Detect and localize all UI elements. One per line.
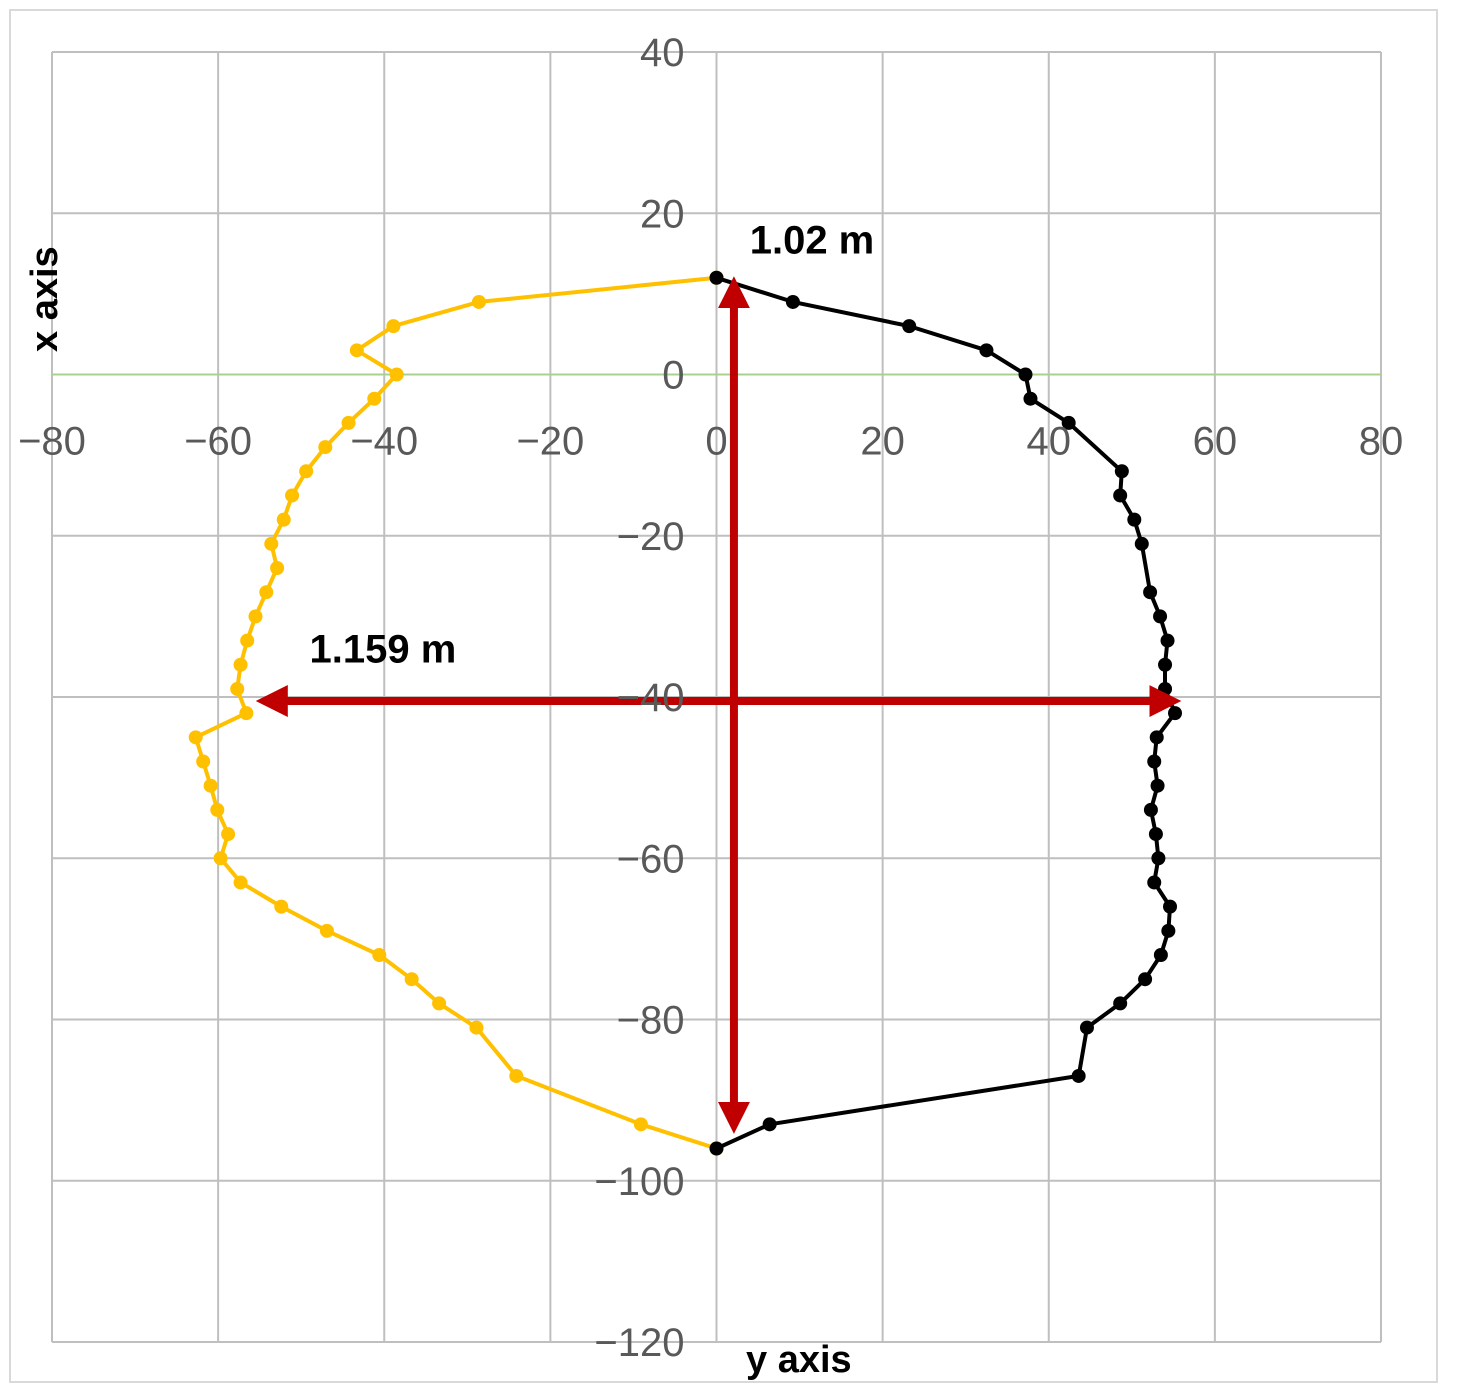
data-point: [274, 899, 289, 914]
data-point: [230, 681, 245, 696]
annotations: 1.02 m 1.159 m: [309, 219, 874, 672]
data-point: [1150, 778, 1165, 793]
data-point: [1127, 512, 1142, 527]
data-point: [1163, 899, 1178, 914]
data-point: [1151, 851, 1166, 866]
data-point: [318, 440, 333, 455]
data-point: [233, 657, 248, 672]
annotation-1: 1.159 m: [309, 627, 456, 671]
data-point: [1143, 802, 1158, 817]
data-point: [1023, 391, 1038, 406]
x-tick-label: 20: [860, 420, 905, 464]
x-tick-label: 40: [1027, 420, 1072, 464]
data-point: [902, 319, 917, 334]
x-axis-title: y axis: [746, 1339, 852, 1381]
data-point: [432, 996, 447, 1011]
data-point: [1153, 948, 1168, 962]
data-point: [1018, 367, 1033, 382]
data-point: [1158, 657, 1173, 672]
data-point: [367, 391, 382, 406]
x-tick-label: 80: [1359, 420, 1404, 464]
data-point: [259, 585, 274, 600]
data-point: [1079, 1020, 1094, 1035]
data-point: [386, 319, 401, 334]
y-tick-label: −80: [617, 999, 685, 1043]
y-tick-label: −20: [617, 515, 685, 559]
annotation-0: 1.02 m: [750, 219, 875, 263]
chart-border: [9, 9, 1438, 1383]
data-point: [349, 343, 364, 358]
data-point: [221, 827, 236, 842]
data-point: [276, 512, 291, 527]
y-axis-title: x axis: [24, 246, 66, 352]
data-point: [979, 343, 994, 358]
data-point: [203, 778, 218, 793]
data-point: [633, 1117, 648, 1132]
data-point: [1147, 875, 1162, 890]
data-point: [372, 948, 387, 962]
y-tick-label: 0: [662, 354, 684, 398]
data-point: [196, 754, 211, 769]
y-tick-label: −120: [594, 1321, 684, 1365]
data-point: [270, 561, 285, 575]
data-point: [1161, 923, 1176, 938]
data-point: [285, 488, 300, 503]
data-point: [233, 875, 248, 890]
data-point: [1147, 754, 1162, 769]
data-point: [785, 294, 800, 309]
y-tick-label: 40: [640, 31, 685, 75]
series-line-1: [715, 275, 1177, 1151]
data-point: [1149, 730, 1164, 745]
data-point: [210, 802, 225, 817]
data-point: [1138, 972, 1153, 987]
data-point: [1061, 415, 1076, 430]
data-point: [709, 1141, 724, 1156]
data-point: [1071, 1068, 1086, 1083]
data-point: [709, 270, 724, 285]
data-point: [248, 609, 263, 624]
data-point: [471, 294, 486, 309]
y-tick-label: −100: [594, 1160, 684, 1204]
x-tick-label: 60: [1193, 420, 1238, 464]
tick-labels: −80 −60 −40 −20 0 20 40 60 80 40 20 0 −20 −40 −60 −80 −1…: [18, 31, 1403, 1365]
data-point: [299, 464, 314, 479]
x-tick-label: −40: [350, 420, 418, 464]
data-point: [1134, 536, 1149, 551]
series-group: [188, 270, 1183, 1156]
data-point: [1160, 633, 1175, 648]
y-tick-label: 20: [640, 192, 685, 236]
data-point: [341, 415, 356, 430]
x-tick-label: −80: [18, 420, 86, 464]
data-point: [319, 923, 334, 938]
data-point: [1168, 706, 1183, 721]
data-point: [404, 972, 419, 987]
data-point: [213, 851, 228, 866]
data-point: [188, 730, 203, 745]
data-point: [1113, 488, 1128, 503]
data-point: [509, 1068, 524, 1083]
x-tick-label: 0: [705, 420, 727, 464]
data-point: [1114, 464, 1129, 479]
x-tick-label: −60: [184, 420, 252, 464]
x-tick-label: −20: [516, 420, 584, 464]
data-point: [239, 706, 254, 721]
y-tick-label: −40: [617, 676, 685, 720]
data-point: [1143, 585, 1158, 600]
data-point: [1158, 681, 1173, 696]
data-point: [469, 1020, 484, 1035]
data-point: [1153, 609, 1168, 624]
data-point: [1113, 996, 1128, 1011]
data-point: [240, 633, 255, 648]
data-point: [1148, 827, 1163, 842]
series-1: [709, 270, 1183, 1156]
y-tick-label: −60: [617, 837, 685, 881]
data-point: [389, 367, 404, 382]
arrows-group: [255, 276, 1182, 1134]
data-point: [762, 1117, 777, 1132]
data-point: [264, 536, 279, 551]
